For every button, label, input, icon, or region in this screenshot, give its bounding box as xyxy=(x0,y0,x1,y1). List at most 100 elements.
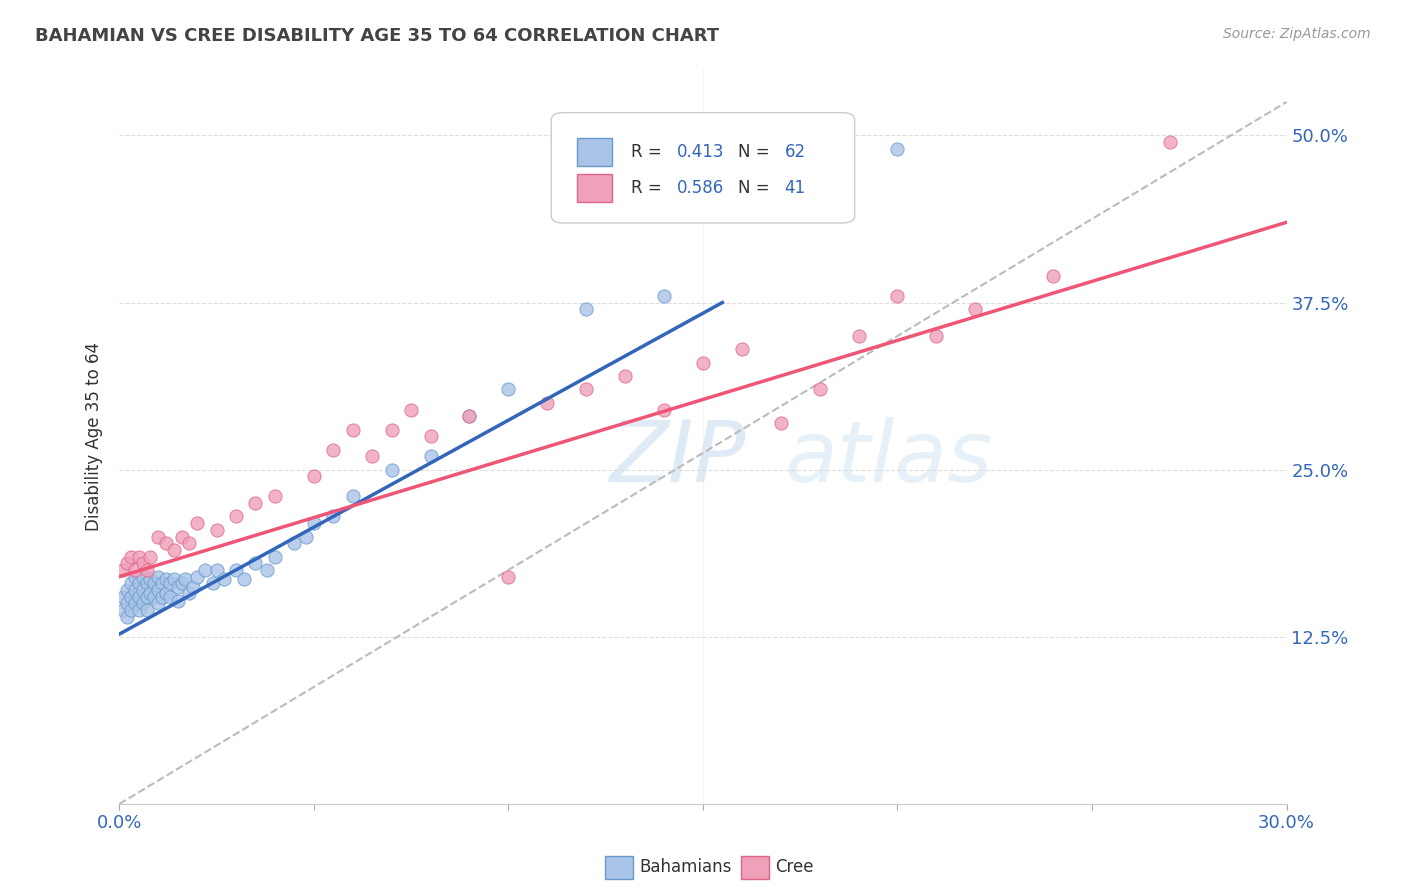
Point xyxy=(886,289,908,303)
Point xyxy=(201,576,224,591)
Text: BAHAMIAN VS CREE DISABILITY AGE 35 TO 64 CORRELATION CHART: BAHAMIAN VS CREE DISABILITY AGE 35 TO 64… xyxy=(35,27,720,45)
Point xyxy=(205,563,228,577)
Point xyxy=(342,490,364,504)
Point xyxy=(925,329,948,343)
Point xyxy=(692,356,714,370)
Point xyxy=(166,593,188,607)
Text: ZIP: ZIP xyxy=(610,417,745,500)
Text: Cree: Cree xyxy=(775,858,813,876)
Point xyxy=(135,590,157,604)
Point xyxy=(886,142,908,156)
Point xyxy=(181,580,204,594)
Point xyxy=(399,402,422,417)
Point xyxy=(575,302,598,317)
Point xyxy=(120,603,142,617)
Point xyxy=(112,563,135,577)
Point xyxy=(155,585,177,599)
Point xyxy=(112,603,135,617)
Point xyxy=(848,329,870,343)
Point xyxy=(769,416,792,430)
FancyBboxPatch shape xyxy=(576,137,612,166)
Point xyxy=(148,569,170,583)
Point xyxy=(225,563,247,577)
Text: 0.413: 0.413 xyxy=(678,143,724,161)
Point xyxy=(155,536,177,550)
Point xyxy=(322,509,344,524)
Point xyxy=(186,569,208,583)
Point xyxy=(163,572,186,586)
Point xyxy=(965,302,987,317)
Point xyxy=(128,590,150,604)
Point xyxy=(163,542,186,557)
Point xyxy=(179,536,201,550)
Point xyxy=(115,609,138,624)
Point xyxy=(112,590,135,604)
Point xyxy=(575,383,598,397)
Point xyxy=(120,549,142,564)
Point xyxy=(808,383,831,397)
Point xyxy=(381,463,404,477)
Point xyxy=(458,409,481,424)
Point xyxy=(214,572,236,586)
Point xyxy=(498,383,520,397)
Point xyxy=(159,590,181,604)
Point xyxy=(124,563,146,577)
Point xyxy=(498,569,520,583)
Point xyxy=(115,582,138,597)
Point xyxy=(295,530,318,544)
Point xyxy=(139,549,162,564)
FancyBboxPatch shape xyxy=(576,175,612,202)
Point xyxy=(135,603,157,617)
FancyBboxPatch shape xyxy=(551,112,855,223)
Point xyxy=(381,423,404,437)
Point xyxy=(536,396,558,410)
Text: N =: N = xyxy=(738,179,775,197)
Point xyxy=(186,516,208,531)
Point xyxy=(245,556,267,570)
Text: atlas: atlas xyxy=(785,417,993,500)
Point xyxy=(135,576,157,591)
Text: R =: R = xyxy=(630,179,666,197)
Point xyxy=(225,509,247,524)
Point xyxy=(143,590,166,604)
Text: 62: 62 xyxy=(785,143,806,161)
Point xyxy=(128,603,150,617)
Point xyxy=(264,549,287,564)
Point xyxy=(302,469,325,483)
Point xyxy=(1042,268,1064,283)
Point xyxy=(128,576,150,591)
Point xyxy=(322,442,344,457)
Point xyxy=(120,590,142,604)
Point xyxy=(419,429,441,443)
Point xyxy=(232,572,254,586)
Point xyxy=(166,580,188,594)
Point xyxy=(194,563,217,577)
Point xyxy=(131,596,153,610)
Point xyxy=(115,596,138,610)
Point xyxy=(361,450,384,464)
Point xyxy=(179,585,201,599)
Point xyxy=(652,289,675,303)
Text: Bahamians: Bahamians xyxy=(640,858,733,876)
Point xyxy=(458,409,481,424)
Point xyxy=(135,563,157,577)
Point xyxy=(131,556,153,570)
Point xyxy=(159,576,181,591)
Point xyxy=(283,536,305,550)
Point xyxy=(174,572,197,586)
Point xyxy=(139,585,162,599)
Point xyxy=(256,563,278,577)
Text: N =: N = xyxy=(738,143,775,161)
Point xyxy=(148,530,170,544)
Point xyxy=(131,582,153,597)
Point xyxy=(1159,135,1181,149)
Point xyxy=(302,516,325,531)
Point xyxy=(150,590,173,604)
Point xyxy=(264,490,287,504)
Point xyxy=(614,369,637,384)
Point xyxy=(148,582,170,597)
Point xyxy=(148,596,170,610)
Text: R =: R = xyxy=(630,143,666,161)
Point xyxy=(124,582,146,597)
Point xyxy=(170,576,193,591)
